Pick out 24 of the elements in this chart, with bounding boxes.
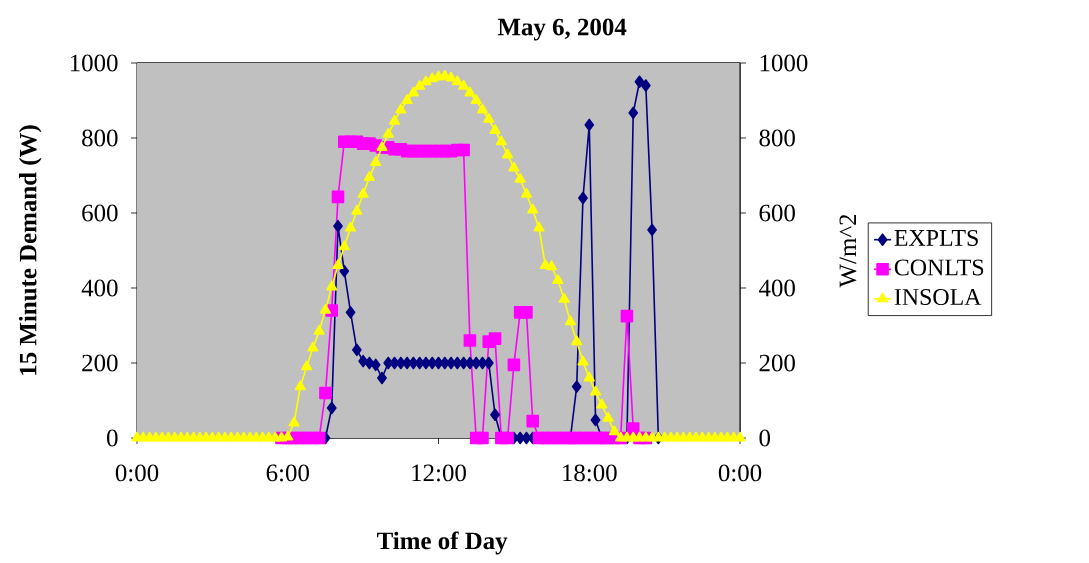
x-tick-label: 0:00 — [718, 464, 762, 482]
y2-tick-label: 400 — [759, 279, 795, 297]
legend-label: EXPLTS — [894, 230, 978, 247]
chart-title: May 6, 2004 — [497, 18, 627, 41]
legend-label: CONLTS — [894, 259, 984, 276]
y-tick-label: 200 — [82, 354, 118, 372]
y2-tick-label: 0 — [759, 429, 771, 447]
legend-label: INSOLA — [894, 289, 982, 306]
y-tick-label: 800 — [82, 129, 118, 147]
y-tick-label: 1000 — [70, 54, 118, 72]
y2-axis-title: W/m^2 — [839, 215, 857, 288]
y2-tick-label: 1000 — [760, 54, 808, 72]
y2-tick-label: 200 — [759, 354, 795, 372]
y2-tick-label: 600 — [759, 204, 795, 222]
x-tick-label: 0:00 — [115, 464, 159, 482]
y2-tick-label: 800 — [759, 129, 795, 147]
y-tick-label: 0 — [107, 429, 118, 447]
x-tick-label: 6:00 — [266, 464, 309, 482]
x-tick-label: 18:00 — [563, 464, 617, 482]
y-tick-label: 400 — [81, 279, 118, 297]
x-tick-label: 12:00 — [412, 464, 466, 482]
y-tick-label: 600 — [82, 204, 118, 222]
y-axis-title: 15 Minute Demand (W) — [18, 125, 42, 375]
x-axis-title: Time of Day — [377, 531, 508, 555]
